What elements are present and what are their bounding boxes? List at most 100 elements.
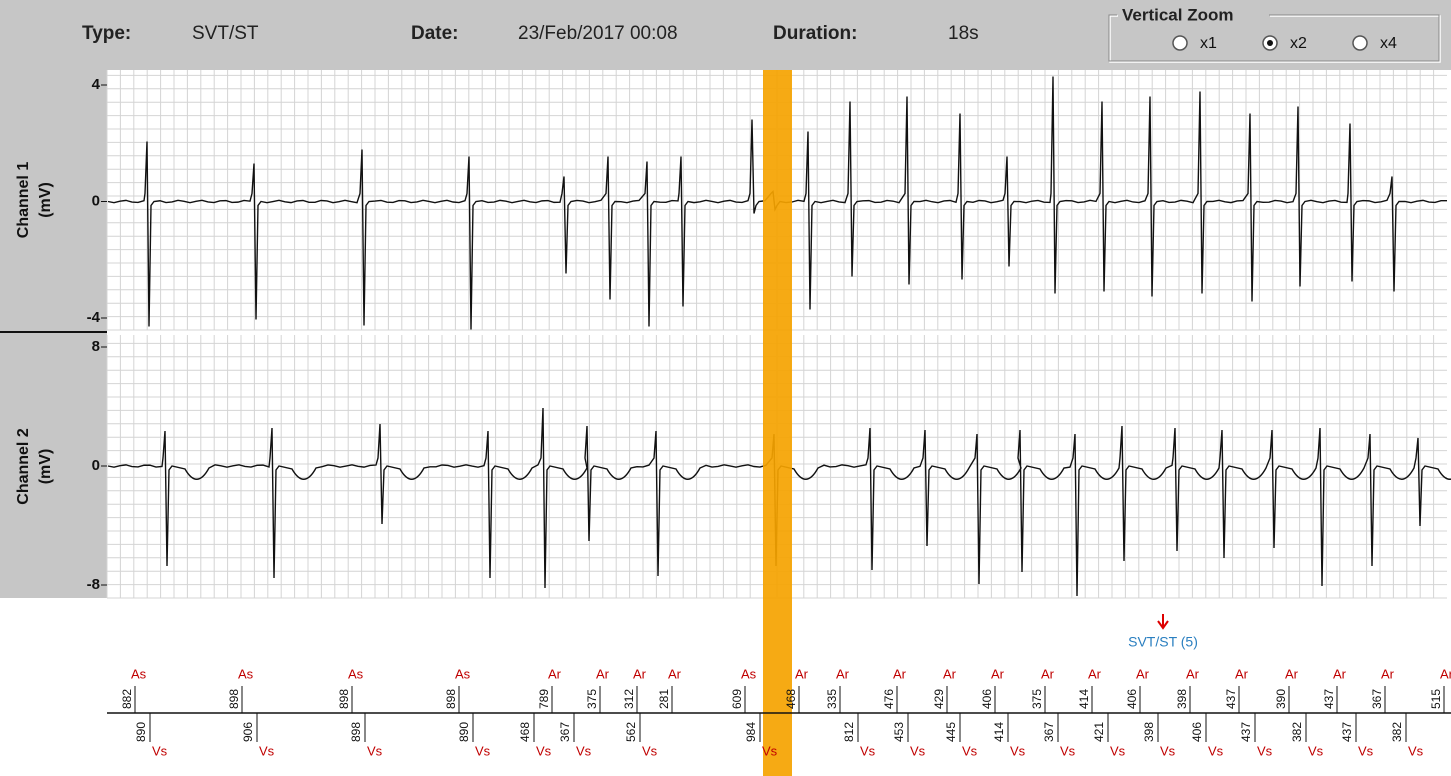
atrial-interval: 468 — [784, 689, 798, 709]
atrial-interval: 898 — [337, 689, 351, 709]
ventricular-marker: Vs — [536, 743, 552, 758]
axis-panel — [0, 70, 107, 598]
atrial-interval: 414 — [1077, 689, 1091, 709]
zoom-option[interactable]: x2 — [1290, 35, 1307, 52]
atrial-interval: 437 — [1322, 689, 1336, 709]
date-label: Date: — [411, 23, 459, 44]
atrial-interval: 898 — [444, 689, 458, 709]
ventricular-interval: 382 — [1290, 722, 1304, 742]
atrial-interval: 398 — [1175, 689, 1189, 709]
ventricular-interval: 890 — [457, 722, 471, 742]
ventricular-marker: Vs — [576, 743, 592, 758]
ecg-trace — [107, 76, 1448, 330]
date-value: 23/Feb/2017 00:08 — [518, 23, 678, 44]
atrial-marker: Ar — [836, 666, 850, 681]
atrial-marker: Ar — [1088, 666, 1102, 681]
ventricular-interval: 406 — [1190, 722, 1204, 742]
ventricular-marker: Vs — [367, 743, 383, 758]
atrial-marker: Ar — [991, 666, 1005, 681]
ventricular-interval: 453 — [892, 722, 906, 742]
atrial-marker: Ar — [1136, 666, 1150, 681]
ventricular-interval: 812 — [842, 722, 856, 742]
atrial-interval: 476 — [882, 689, 896, 709]
atrial-marker: Ar — [1186, 666, 1200, 681]
ventricular-interval: 414 — [992, 722, 1006, 742]
zoom-radio[interactable] — [1352, 35, 1368, 51]
ventricular-marker: Vs — [1110, 743, 1126, 758]
ventricular-interval: 437 — [1340, 722, 1354, 742]
ventricular-interval: 445 — [944, 722, 958, 742]
zoom-radio[interactable] — [1172, 35, 1188, 51]
zoom-option[interactable]: x1 — [1200, 35, 1217, 52]
ventricular-marker: Vs — [1160, 743, 1176, 758]
ecg-trace — [107, 407, 1451, 597]
ventricular-marker: Vs — [152, 743, 168, 758]
selection-band[interactable] — [763, 70, 792, 776]
y-tick-label: -4 — [87, 309, 101, 326]
atrial-marker: As — [238, 666, 254, 681]
ventricular-marker: Vs — [642, 743, 658, 758]
atrial-interval: 390 — [1274, 689, 1288, 709]
atrial-interval: 406 — [1125, 689, 1139, 709]
channel-unit: (mV) — [37, 449, 54, 485]
y-tick-label: -8 — [87, 576, 100, 593]
atrial-marker: Ar — [1381, 666, 1395, 681]
atrial-interval: 437 — [1224, 689, 1238, 709]
atrial-interval: 375 — [585, 689, 599, 709]
duration-value: 18s — [948, 23, 979, 44]
ventricular-marker: Vs — [762, 743, 778, 758]
y-tick-label: 0 — [92, 457, 100, 474]
annotation: SVT/ST (5) — [1128, 634, 1198, 650]
atrial-marker: Ar — [943, 666, 957, 681]
atrial-marker: Ar — [893, 666, 907, 681]
channel-unit: (mV) — [37, 182, 54, 218]
atrial-marker: Ar — [1235, 666, 1249, 681]
duration-label: Duration: — [773, 23, 857, 44]
ventricular-marker: Vs — [1060, 743, 1076, 758]
channel-name: Channel 2 — [15, 428, 32, 505]
ventricular-marker: Vs — [1308, 743, 1324, 758]
atrial-interval: 406 — [980, 689, 994, 709]
ventricular-interval: 468 — [518, 722, 532, 742]
ventricular-marker: Vs — [1358, 743, 1374, 758]
ventricular-interval: 984 — [744, 722, 758, 742]
ventricular-interval: 906 — [241, 722, 255, 742]
zoom-groupbox — [1109, 15, 1441, 63]
atrial-marker: As — [455, 666, 471, 681]
atrial-interval: 609 — [730, 689, 744, 709]
atrial-interval: 312 — [622, 689, 636, 709]
atrial-marker: Ar — [548, 666, 562, 681]
ventricular-interval: 367 — [558, 722, 572, 742]
atrial-marker: Ar — [795, 666, 809, 681]
atrial-interval: 367 — [1370, 689, 1384, 709]
channel-name: Channel 1 — [15, 162, 32, 239]
atrial-marker: Ar — [1440, 666, 1451, 681]
atrial-interval: 281 — [657, 689, 671, 709]
atrial-marker: As — [131, 666, 147, 681]
atrial-marker: Ar — [596, 666, 610, 681]
atrial-marker: Ar — [633, 666, 647, 681]
type-label: Type: — [82, 23, 131, 44]
ventricular-interval: 562 — [624, 722, 638, 742]
atrial-marker: As — [741, 666, 757, 681]
ventricular-interval: 437 — [1239, 722, 1253, 742]
zoom-groupbox-shade — [1108, 14, 1440, 62]
ventricular-marker: Vs — [1208, 743, 1224, 758]
atrial-interval: 335 — [825, 689, 839, 709]
atrial-interval: 882 — [120, 689, 134, 709]
atrial-marker: Ar — [1333, 666, 1347, 681]
ventricular-marker: Vs — [1010, 743, 1026, 758]
ventricular-interval: 421 — [1092, 722, 1106, 742]
y-tick-label: 4 — [92, 76, 101, 93]
zoom-title: Vertical Zoom — [1122, 5, 1233, 24]
ventricular-marker: Vs — [1257, 743, 1273, 758]
annotation-arrow — [1157, 614, 1169, 630]
atrial-interval: 375 — [1030, 689, 1044, 709]
header-bar — [0, 0, 1451, 70]
ventricular-marker: Vs — [1408, 743, 1424, 758]
atrial-interval: 789 — [537, 689, 551, 709]
ventricular-marker: Vs — [860, 743, 876, 758]
zoom-option[interactable]: x4 — [1380, 35, 1397, 52]
ventricular-interval: 382 — [1390, 722, 1404, 742]
